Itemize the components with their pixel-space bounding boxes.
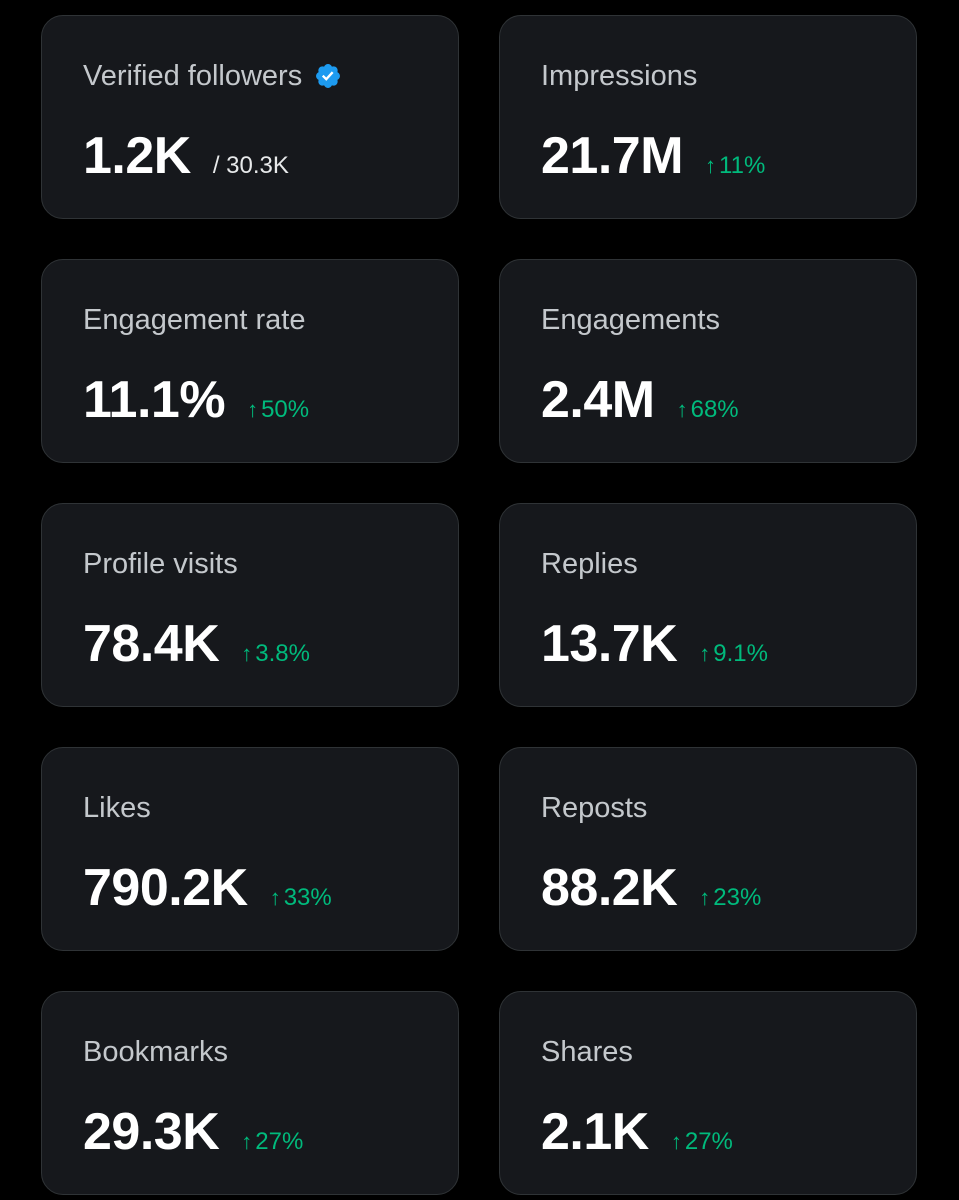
metric-card-impressions: Impressions 21.7M ↑ 11% — [499, 15, 917, 219]
metric-label: Profile visits — [83, 548, 238, 580]
metric-value-row: 13.7K ↑ 9.1% — [541, 614, 768, 674]
metric-value-row: 1.2K / 30.3K — [83, 126, 289, 186]
metric-card-shares: Shares 2.1K ↑ 27% — [499, 991, 917, 1195]
metric-change-value: 9.1% — [713, 640, 768, 667]
metric-label: Likes — [83, 792, 151, 824]
metric-value: 78.4K — [83, 615, 220, 673]
arrow-up-icon: ↑ — [247, 397, 259, 422]
arrow-up-icon: ↑ — [699, 641, 711, 666]
arrow-up-icon: ↑ — [670, 1129, 682, 1154]
metric-card-bookmarks: Bookmarks 29.3K ↑ 27% — [41, 991, 459, 1195]
metric-change: ↑ 11% — [705, 152, 765, 180]
metric-value: 88.2K — [541, 859, 678, 917]
metric-value: 1.2K — [83, 127, 191, 185]
metric-card-likes: Likes 790.2K ↑ 33% — [41, 747, 459, 951]
metric-label: Replies — [541, 548, 638, 580]
verified-badge-icon — [314, 62, 342, 90]
metric-label: Verified followers — [83, 58, 342, 94]
analytics-metrics-grid: Verified followers 1.2K / 30.3K Impressi… — [41, 15, 917, 1195]
metric-value: 21.7M — [541, 127, 684, 185]
arrow-up-icon: ↑ — [269, 885, 281, 910]
metric-value-row: 78.4K ↑ 3.8% — [83, 614, 310, 674]
metric-card-replies: Replies 13.7K ↑ 9.1% — [499, 503, 917, 707]
arrow-up-icon: ↑ — [241, 1129, 253, 1154]
metric-change: ↑ 3.8% — [241, 640, 310, 668]
metric-value: 2.1K — [541, 1103, 649, 1161]
metric-change: ↑ 68% — [677, 396, 739, 424]
metric-change-value: 27% — [255, 1128, 304, 1155]
metric-label: Engagements — [541, 304, 720, 336]
metric-value: 13.7K — [541, 615, 678, 673]
metric-label: Engagement rate — [83, 304, 306, 336]
metric-label: Shares — [541, 1036, 633, 1068]
metric-value-row: 790.2K ↑ 33% — [83, 858, 332, 918]
metric-value: 11.1% — [83, 371, 226, 429]
metric-change: ↑ 9.1% — [699, 640, 768, 668]
metric-value-row: 21.7M ↑ 11% — [541, 126, 765, 186]
metric-change-value: 23% — [713, 884, 762, 911]
metric-total: / 30.3K — [212, 152, 289, 179]
arrow-up-icon: ↑ — [676, 397, 688, 422]
metric-card-reposts: Reposts 88.2K ↑ 23% — [499, 747, 917, 951]
metric-change: ↑ 23% — [699, 884, 761, 912]
metric-value: 790.2K — [83, 859, 248, 917]
metric-change-value: 33% — [283, 884, 332, 911]
metric-change-value: 11% — [719, 152, 766, 179]
metric-card-profile-visits: Profile visits 78.4K ↑ 3.8% — [41, 503, 459, 707]
metric-value-row: 2.1K ↑ 27% — [541, 1102, 733, 1162]
metric-card-engagements: Engagements 2.4M ↑ 68% — [499, 259, 917, 463]
metric-value-row: 29.3K ↑ 27% — [83, 1102, 303, 1162]
arrow-up-icon: ↑ — [699, 885, 711, 910]
arrow-up-icon: ↑ — [705, 153, 717, 178]
metric-label-text: Verified followers — [83, 60, 303, 92]
metric-value: 2.4M — [541, 371, 655, 429]
metric-change-value: 68% — [690, 396, 739, 423]
metric-value-row: 88.2K ↑ 23% — [541, 858, 761, 918]
metric-value: 29.3K — [83, 1103, 220, 1161]
metric-change: ↑ 27% — [671, 1128, 733, 1156]
metric-label: Reposts — [541, 792, 648, 824]
metric-change-value: 3.8% — [255, 640, 310, 667]
metric-value-row: 2.4M ↑ 68% — [541, 370, 739, 430]
metric-change-value: 50% — [261, 396, 310, 423]
metric-change-value: 27% — [684, 1128, 733, 1155]
arrow-up-icon: ↑ — [241, 641, 253, 666]
metric-card-verified-followers: Verified followers 1.2K / 30.3K — [41, 15, 459, 219]
metric-change: ↑ 50% — [247, 396, 309, 424]
metric-value-row: 11.1% ↑ 50% — [83, 370, 309, 430]
metric-change: ↑ 27% — [241, 1128, 303, 1156]
metric-label: Impressions — [541, 60, 698, 92]
metric-card-engagement-rate: Engagement rate 11.1% ↑ 50% — [41, 259, 459, 463]
metric-change: ↑ 33% — [270, 884, 332, 912]
metric-label: Bookmarks — [83, 1036, 229, 1068]
